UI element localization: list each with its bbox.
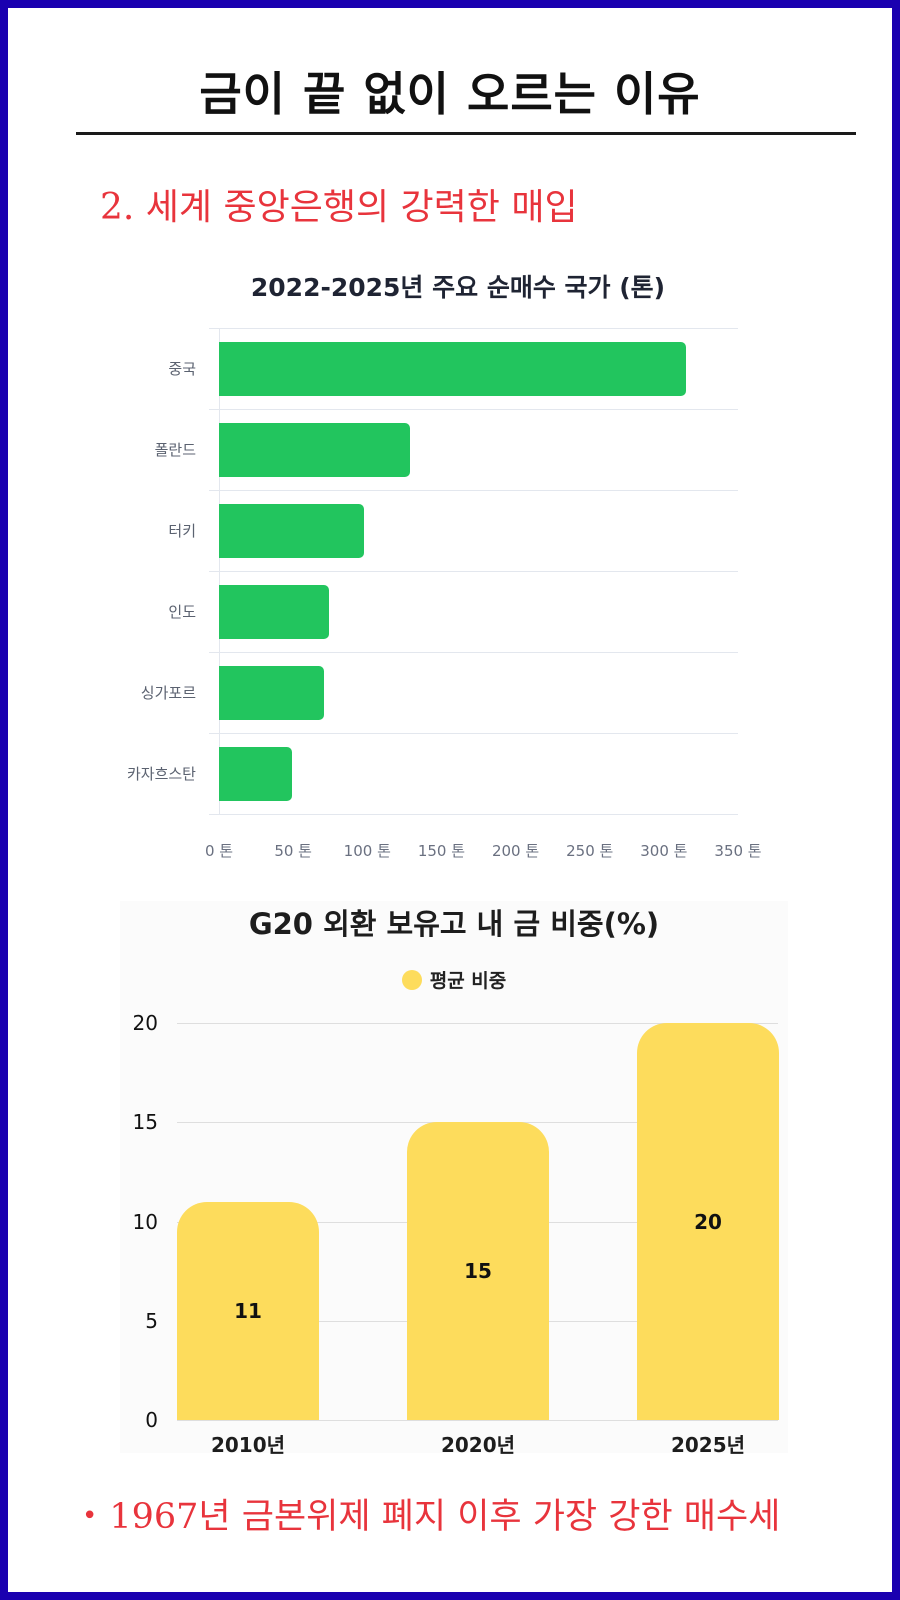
- bullet-icon: •: [82, 1501, 98, 1531]
- bar[interactable]: [219, 504, 365, 558]
- x-axis-tick-label: 2010년: [210, 1433, 286, 1457]
- bar[interactable]: [219, 666, 325, 720]
- y-axis-tick-label: 10: [132, 1209, 158, 1234]
- gridline: [209, 814, 738, 815]
- x-axis-tick-label: 300 톤: [640, 842, 688, 860]
- y-axis-label: 터키: [168, 522, 196, 540]
- gridline: [209, 328, 738, 329]
- x-axis-tick-label: 0 톤: [204, 842, 234, 860]
- x-axis-tick-label: 100 톤: [343, 842, 391, 860]
- chart-title: 2022-2025년 주요 순매수 국가 (톤): [250, 273, 666, 302]
- bar[interactable]: [219, 747, 292, 801]
- gridline: [209, 490, 738, 491]
- chart-legend: 평균 비중: [120, 966, 788, 993]
- chart-title: G20 외환 보유고 내 금 비중(%): [248, 907, 660, 941]
- gridline: [177, 1023, 778, 1024]
- legend-label: 평균 비중: [429, 970, 507, 992]
- chart-plot-area: [209, 328, 738, 815]
- legend-swatch-icon: [401, 970, 422, 990]
- y-axis-tick-label: 20: [132, 1011, 158, 1035]
- title-divider: [76, 132, 856, 135]
- chart-plot-area: 0 5 10 15 20 11 2010년 15 2020년 20 2025년: [133, 1011, 779, 1457]
- bar-value-label: 20: [694, 1209, 722, 1234]
- bar[interactable]: [219, 585, 329, 639]
- section-heading: 2. 세계 중앙은행의 강력한 매입: [100, 187, 578, 228]
- gridline: [209, 409, 738, 410]
- bar[interactable]: 11: [177, 1201, 319, 1420]
- footnote-text: 1967년 금본위제 폐지 이후 가장 강한 매수세: [109, 1497, 781, 1537]
- bar[interactable]: [219, 342, 687, 396]
- footnote: • 1967년 금본위제 폐지 이후 가장 강한 매수세: [82, 1488, 780, 1539]
- bar[interactable]: 20: [637, 1023, 779, 1420]
- x-axis-tick-label: 50 톤: [274, 842, 312, 860]
- y-axis-tick-label: 15: [132, 1110, 158, 1135]
- gridline: [209, 571, 738, 572]
- x-axis-tick-label: 350 톤: [714, 842, 762, 860]
- bar[interactable]: [219, 423, 411, 477]
- y-axis-tick-label: 0: [145, 1408, 158, 1432]
- y-axis-label: 카자흐스탄: [126, 765, 196, 783]
- page-title: 금이 끝 없이 오르는 이유: [199, 67, 701, 121]
- y-axis-tick-label: 5: [145, 1308, 158, 1333]
- bar-value-label: 11: [234, 1298, 262, 1323]
- x-axis-tick-label: 200 톤: [491, 842, 540, 860]
- g20-gold-share-bar-chart: G20 외환 보유고 내 금 비중(%) 평균 비중 0 5 10 15 20 11 201…: [120, 901, 788, 1457]
- bar-value-label: 15: [464, 1259, 492, 1284]
- y-axis-label: 중국: [168, 360, 196, 378]
- x-axis-tick-label: 150 톤: [417, 842, 466, 860]
- y-axis-label: 인도: [168, 603, 196, 621]
- gridline: [209, 733, 738, 734]
- gridline: [209, 652, 738, 653]
- y-axis-label: 싱가포르: [140, 684, 196, 702]
- x-axis-tick-label: 250 톤: [566, 842, 614, 860]
- x-axis-tick-label: 2020년: [440, 1433, 516, 1457]
- bar[interactable]: 15: [407, 1122, 549, 1420]
- x-axis-tick-label: 2025년: [670, 1433, 746, 1457]
- y-axis-label: 폴란드: [154, 441, 196, 459]
- gridline: [177, 1420, 778, 1421]
